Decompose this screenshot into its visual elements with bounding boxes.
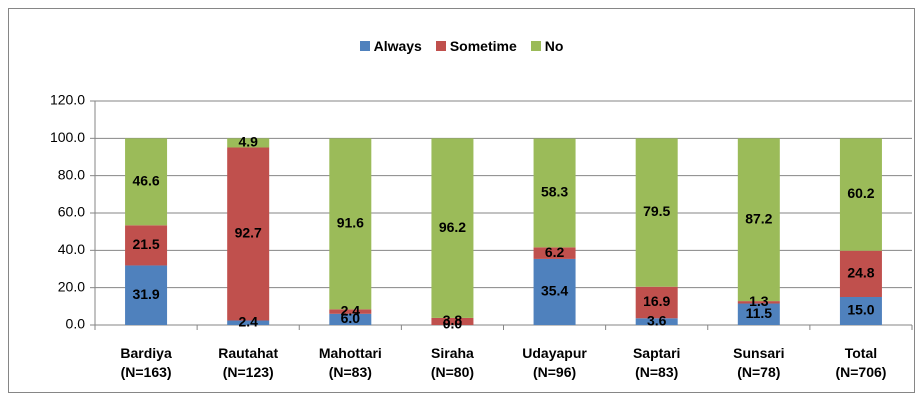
data-label: 2.4 bbox=[341, 302, 361, 318]
bar-segment bbox=[737, 303, 780, 325]
data-label: 1.3 bbox=[749, 293, 769, 309]
bar-segment bbox=[635, 138, 678, 287]
data-label: 6.2 bbox=[545, 244, 565, 260]
bar-segment bbox=[431, 317, 474, 325]
bar-segment bbox=[329, 313, 372, 325]
bar-segment bbox=[125, 138, 168, 226]
chart-border bbox=[8, 8, 915, 393]
bar-segment bbox=[125, 265, 168, 325]
legend: Always Sometime No bbox=[0, 38, 923, 54]
bar-segment bbox=[635, 318, 678, 325]
data-label: 79.5 bbox=[643, 203, 670, 219]
data-label: 58.3 bbox=[541, 184, 568, 200]
data-label: 46.6 bbox=[132, 173, 159, 189]
bar-segment bbox=[635, 286, 678, 319]
data-label: 31.9 bbox=[132, 286, 159, 302]
x-tick-label: Saptari (N=83) bbox=[632, 345, 681, 380]
bar-segment bbox=[839, 138, 882, 251]
bar-segment bbox=[533, 258, 576, 325]
data-label: 87.2 bbox=[745, 210, 772, 226]
data-label: 35.4 bbox=[541, 283, 568, 299]
y-tick-label: 120.0 bbox=[50, 92, 85, 108]
data-label: 15.0 bbox=[847, 302, 874, 318]
bar-segment bbox=[227, 138, 270, 148]
legend-item: No bbox=[530, 38, 564, 54]
y-tick-label: 100.0 bbox=[50, 129, 85, 145]
legend-swatch bbox=[435, 41, 446, 51]
data-label: 91.6 bbox=[337, 215, 364, 231]
bar-segment bbox=[227, 320, 270, 325]
bar-segment bbox=[125, 225, 168, 266]
data-label: 92.7 bbox=[235, 225, 262, 241]
y-tick-label: 20.0 bbox=[58, 278, 85, 294]
bar-segment bbox=[227, 147, 270, 321]
x-tick-label: Rautahat (N=123) bbox=[218, 345, 279, 380]
x-tick-label: Udayapur (N=96) bbox=[522, 345, 587, 380]
data-label: 16.9 bbox=[643, 293, 670, 309]
data-label: 3.8 bbox=[443, 312, 463, 328]
legend-item: Always bbox=[359, 38, 422, 54]
x-tick-label: Mahottari (N=83) bbox=[318, 345, 382, 380]
legend-label: Always bbox=[373, 38, 422, 54]
bar-segment bbox=[839, 297, 882, 325]
y-tick-label: 0.0 bbox=[66, 316, 86, 332]
legend-swatch bbox=[359, 41, 370, 51]
data-label: 24.8 bbox=[847, 265, 874, 281]
y-tick-label: 40.0 bbox=[58, 241, 85, 257]
x-tick-label: Bardiya (N=163) bbox=[120, 345, 172, 380]
legend-label: Sometime bbox=[449, 38, 517, 54]
y-tick-label: 80.0 bbox=[58, 166, 85, 182]
data-label: 60.2 bbox=[847, 185, 874, 201]
legend-item: Sometime bbox=[435, 38, 517, 54]
data-label: 0.0 bbox=[443, 316, 463, 332]
x-tick-label: Siraha (N=80) bbox=[430, 345, 475, 380]
bar-segment bbox=[329, 138, 372, 310]
bar-segment bbox=[737, 138, 780, 302]
data-label: 3.6 bbox=[647, 312, 667, 328]
data-label: 6.0 bbox=[341, 310, 361, 326]
bar-segment bbox=[431, 138, 474, 318]
legend-swatch bbox=[530, 41, 541, 51]
bar-segment bbox=[533, 247, 576, 259]
legend-label: No bbox=[544, 38, 564, 54]
x-tick-label: Total (N=706) bbox=[835, 345, 887, 380]
bar-segment bbox=[533, 138, 576, 248]
x-tick-label: Sunsari (N=78) bbox=[733, 345, 785, 380]
data-label: 4.9 bbox=[238, 134, 258, 150]
data-label: 96.2 bbox=[439, 219, 466, 235]
bar-segment bbox=[737, 301, 780, 304]
data-label: 2.4 bbox=[238, 313, 258, 329]
bar-segment bbox=[329, 309, 372, 314]
y-tick-label: 60.0 bbox=[58, 204, 85, 220]
data-label: 21.5 bbox=[132, 236, 159, 252]
data-label: 11.5 bbox=[746, 305, 773, 321]
bar-segment bbox=[839, 250, 882, 297]
